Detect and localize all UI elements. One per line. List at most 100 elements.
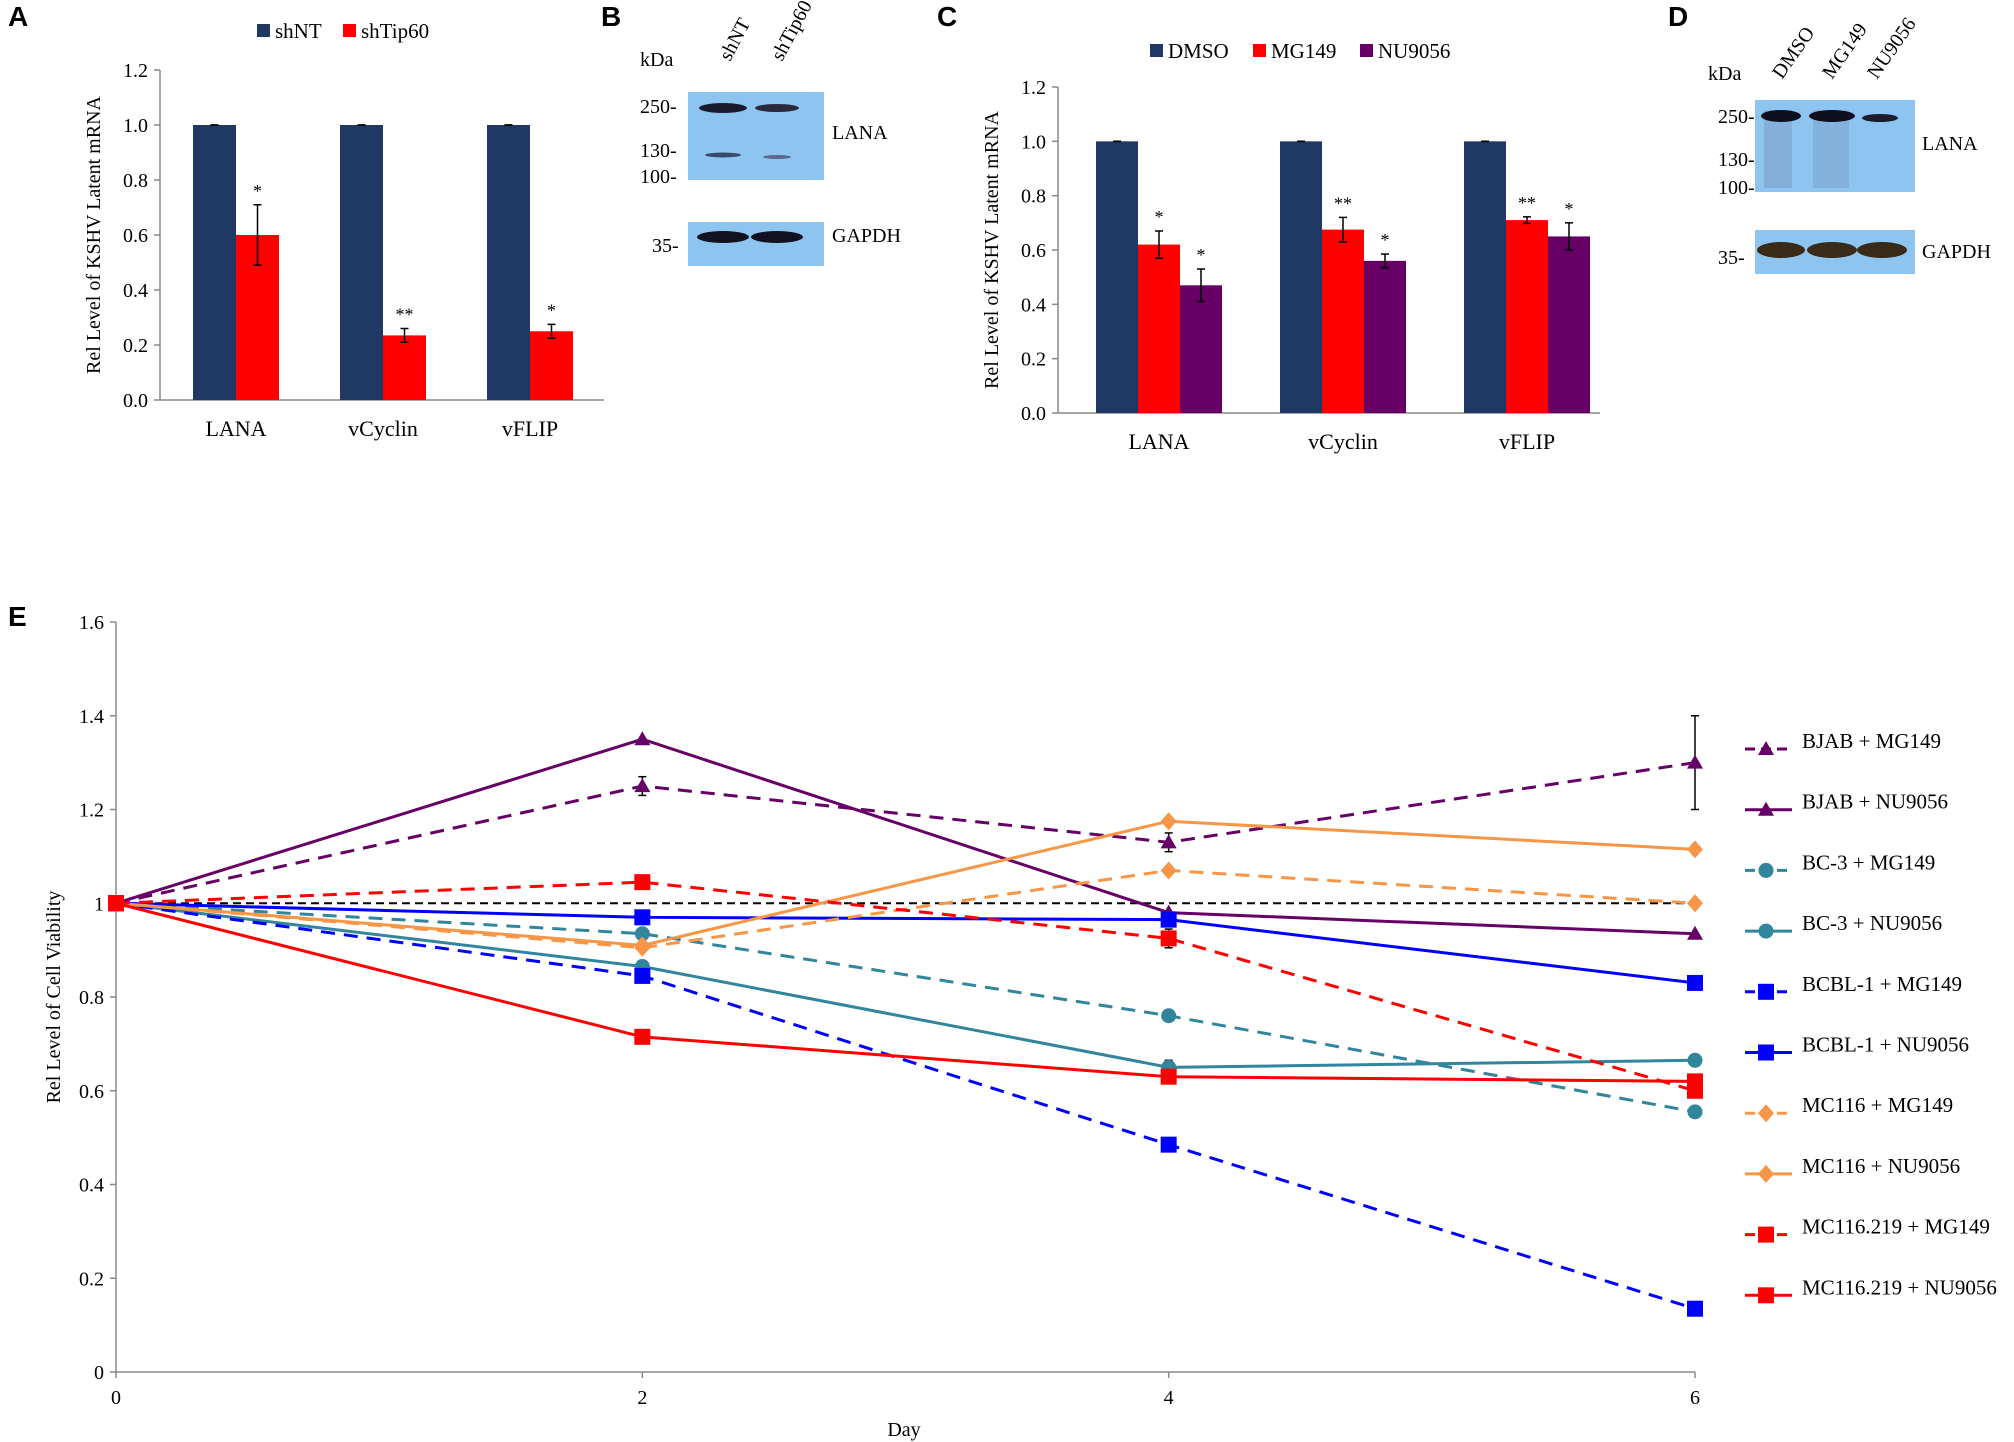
legend-swatch-nu9056 [1360, 44, 1373, 57]
blot-d-gapdh-band-dmso [1757, 242, 1805, 258]
bar-lana-shnt [193, 125, 236, 400]
legend-marker-bc-3-nu9056 [1758, 923, 1774, 939]
blot-b-gapdh-band-shnt [697, 231, 749, 243]
category-label-lana: LANA [1128, 429, 1189, 454]
significance-lana-nu9056: * [1197, 245, 1206, 265]
significance-vflip-nu9056: * [1565, 199, 1574, 219]
legend-label-mc116-219-mg149: MC116.219 + MG149 [1802, 1215, 1990, 1239]
panel-label-a: A [8, 1, 28, 32]
panel-c-y-tick-label: 1.2 [1021, 77, 1046, 99]
series-line-mc116-219-mg149 [115, 880, 1696, 1093]
panel-e-y-tick-label: 1.6 [79, 612, 104, 634]
legend-marker-bc-3-mg149 [1758, 862, 1774, 878]
bar-vflip-dmso [1464, 141, 1506, 414]
point-mc116-nu9056-day-6 [1687, 840, 1703, 859]
bar-lana-nu9056 [1180, 285, 1222, 413]
series-line-bcbl-1-mg149 [115, 901, 1696, 1311]
panel-e-x-tick-label: 2 [637, 1387, 647, 1409]
blot-d-lane-dmso: DMSO [1768, 23, 1819, 83]
blot-d-marker-100: 100- [1718, 177, 1755, 199]
legend-label-bcbl-1-mg149: BCBL-1 + MG149 [1802, 972, 1962, 996]
bar-vcyclin-shnt [340, 125, 383, 400]
legend-marker-bjab-nu9056 [1758, 801, 1774, 816]
panel-e-y-tick-label: 0.4 [79, 1175, 104, 1197]
bar-vflip-shtip60 [530, 331, 573, 400]
bar-vcyclin-shtip60 [383, 335, 426, 400]
blot-d-kda-label: kDa [1708, 63, 1741, 85]
panel-b-western-blot: B kDa shNT shTip60 250- 130- 100- LANA 3… [601, 0, 901, 266]
series-line-mc116-219-nu9056 [115, 901, 1696, 1083]
point-mc116-nu9056-day-2 [634, 936, 651, 955]
blot-b-marker-100: 100- [640, 166, 677, 188]
panel-c-y-tick-label: 0.2 [1021, 349, 1046, 371]
blot-d-gapdh-band-mg149 [1807, 242, 1857, 258]
legend-marker-bjab-mg149 [1758, 741, 1774, 755]
panel-e-y-tick-label: 0 [94, 1362, 104, 1384]
blot-b-lana-label: LANA [832, 122, 888, 144]
panel-e-y-tick-label: 0.8 [79, 987, 104, 1009]
category-label-vcyclin: vCyclin [348, 416, 418, 441]
point-bc-3-mg149-day-6 [1687, 1104, 1703, 1120]
blot-d-marker-250: 250- [1718, 106, 1755, 128]
blot-d-marker-130: 130- [1718, 149, 1755, 171]
series-line-bcbl-1-nu9056 [115, 901, 1696, 985]
panel-e-y-tick-label: 0.6 [79, 1081, 104, 1103]
point-bcbl-1-nu9056-day-6 [1687, 974, 1703, 991]
panel-e-x-tick-label: 6 [1690, 1387, 1700, 1409]
category-label-lana: LANA [205, 416, 266, 441]
point-bcbl-1-mg149-day-4 [1160, 1136, 1177, 1153]
significance-vflip-shtip60: * [547, 300, 556, 320]
legend-swatch-shtip60 [343, 24, 356, 37]
panel-label-d: D [1668, 1, 1688, 32]
blot-d-lana-smear-mg149 [1813, 110, 1849, 188]
panel-e-x-tick-label: 0 [111, 1387, 121, 1409]
blot-b-lane-shtip60: shTip60 [767, 0, 817, 64]
blot-d-lana-band-dmso [1761, 110, 1801, 122]
legend-label-bjab-mg149: BJAB + MG149 [1802, 729, 1941, 753]
panel-a-y-tick-label: 0.0 [123, 390, 148, 412]
point-bjab-mg149-day-2 [634, 778, 651, 793]
series-line-bc-3-nu9056 [115, 901, 1696, 1069]
category-label-vcyclin: vCyclin [1308, 429, 1378, 454]
legend-label-shtip60: shTip60 [361, 19, 429, 43]
category-label-vflip: vFLIP [1499, 429, 1555, 454]
blot-d-lana-label: LANA [1922, 133, 1978, 155]
point-mc116-mg149-day-4 [1160, 861, 1177, 880]
legend-label-mc116-nu9056: MC116 + NU9056 [1802, 1154, 1960, 1178]
blot-b-lana-minor-band-shnt [705, 152, 741, 158]
legend-label-bjab-nu9056: BJAB + NU9056 [1802, 790, 1948, 814]
blot-b-lana-minor-band-shtip60 [763, 155, 791, 159]
legend-marker-mc116-219-nu9056 [1758, 1287, 1774, 1304]
blot-d-gapdh-band-nu9056 [1857, 242, 1907, 258]
blot-b-marker-250: 250- [640, 96, 677, 118]
legend-label-bcbl-1-nu9056: BCBL-1 + NU9056 [1802, 1033, 1969, 1057]
point-bc-3-mg149-day-4 [1161, 1008, 1177, 1024]
panel-e-y-tick-label: 1 [94, 893, 104, 915]
panel-c-y-tick-label: 0.4 [1021, 294, 1046, 316]
panel-c-y-tick-label: 0.0 [1021, 403, 1046, 425]
legend-marker-mc116-mg149 [1758, 1104, 1774, 1123]
point-bjab-nu9056-day-6 [1687, 925, 1703, 940]
significance-vcyclin-nu9056: * [1381, 230, 1390, 250]
bar-lana-dmso [1096, 141, 1138, 414]
legend-swatch-shnt [257, 24, 270, 37]
point-bcbl-1-mg149-day-6 [1687, 1300, 1703, 1317]
point-mc116-219-nu9056-day-4 [1160, 1068, 1177, 1085]
panel-e-y-tick-label: 1.4 [79, 706, 104, 728]
point-mc116-nu9056-day-4 [1160, 812, 1177, 831]
panel-e-y-axis-label: Rel Level of Cell Viability [43, 891, 65, 1104]
series-line-bc-3-mg149 [115, 901, 1696, 1114]
legend-label-dmso: DMSO [1168, 39, 1229, 63]
bar-vflip-nu9056 [1548, 236, 1590, 413]
point-mc116-219-mg149-day-2 [634, 874, 651, 891]
panel-e-x-tick-label: 4 [1164, 1387, 1174, 1409]
panel-c-y-axis-label: Rel Level of KSHV Latent mRNA [981, 110, 1003, 388]
blot-b-lane-shnt: shNT [715, 15, 755, 65]
blot-b-kda-label: kDa [640, 49, 673, 71]
legend-marker-bcbl-1-nu9056 [1758, 1044, 1774, 1061]
significance-lana-shtip60: * [253, 181, 262, 201]
significance-vflip-mg149: ** [1518, 193, 1536, 213]
point-mc116-219-nu9056-day-6 [1687, 1073, 1703, 1090]
category-label-vflip: vFLIP [502, 416, 558, 441]
panel-label-e: E [8, 601, 27, 632]
